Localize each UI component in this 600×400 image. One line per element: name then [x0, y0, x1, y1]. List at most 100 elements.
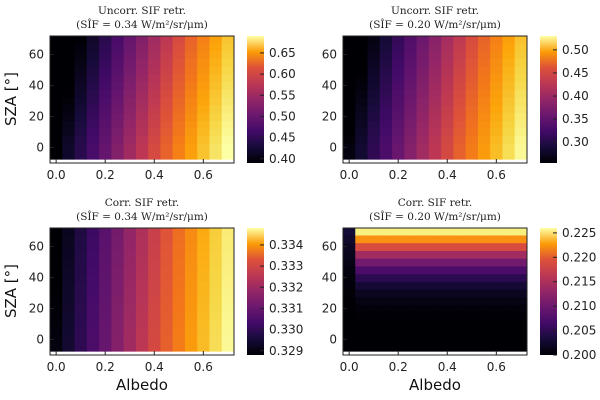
heatmap-cell	[453, 42, 467, 52]
heatmap-cell	[416, 66, 430, 75]
heatmap-cell	[135, 58, 149, 67]
heatmap-cell	[221, 312, 235, 321]
heatmap-cell	[502, 50, 516, 59]
heatmap-cell	[490, 143, 503, 152]
heatmap-cell	[135, 120, 149, 129]
x-tick-label: 0.2	[389, 360, 408, 374]
heatmap-cell	[160, 58, 174, 67]
heatmap-cell	[184, 327, 198, 337]
heatmap-cell	[221, 89, 235, 98]
colorbar	[247, 36, 264, 163]
colorbar-tick-label: 0.40	[269, 152, 296, 166]
heatmap-cell	[343, 289, 356, 298]
heatmap-cell	[355, 112, 369, 121]
heatmap-cell	[62, 151, 76, 160]
heatmap-cell	[50, 36, 63, 44]
heatmap-cell	[490, 135, 503, 145]
heatmap-cell	[416, 312, 430, 321]
heatmap-cell	[477, 120, 491, 129]
heatmap-cell	[428, 81, 442, 90]
heatmap-cell	[184, 296, 198, 306]
heatmap-cell	[123, 258, 137, 267]
heatmap-cell	[428, 242, 442, 251]
heatmap-cell	[99, 143, 112, 152]
heatmap-cell	[392, 36, 405, 44]
heatmap-cell	[502, 234, 516, 244]
heatmap-cell	[123, 281, 137, 290]
heatmap-cell	[392, 50, 405, 59]
heatmap-cell	[343, 120, 356, 129]
y-tick-label: 60	[29, 240, 44, 254]
heatmap-cell	[209, 128, 223, 137]
heatmap-cell	[197, 327, 210, 337]
heatmap-cell	[343, 128, 356, 137]
heatmap-cell	[123, 335, 137, 344]
heatmap-cell	[465, 151, 479, 160]
heatmap-cell	[148, 135, 161, 145]
heatmap-cell	[209, 58, 223, 67]
heatmap-cell	[502, 104, 516, 114]
heatmap-cell	[111, 281, 125, 290]
heatmap-cell	[392, 151, 405, 160]
heatmap-cell	[148, 296, 161, 306]
heatmap-cell	[392, 143, 405, 152]
heatmap-cell	[453, 135, 467, 145]
heatmap-cell	[111, 250, 125, 259]
heatmap-cell	[184, 112, 198, 121]
heatmap-cell	[416, 250, 430, 259]
heatmap-cell	[453, 66, 467, 75]
panel-subtitle: (SÎF = 0.20 W/m²/sr/μm)	[369, 209, 501, 223]
heatmap-cell	[416, 265, 430, 275]
heatmap-cell	[123, 104, 137, 114]
heatmap-cell	[221, 234, 235, 244]
heatmap-cell	[221, 81, 235, 90]
heatmap-cell	[441, 36, 454, 44]
heatmap-cell	[172, 343, 186, 352]
colorbar-tick-label: 0.200	[562, 348, 596, 362]
heatmap-cell	[490, 265, 503, 275]
heatmap-cell	[123, 273, 137, 282]
heatmap-cell	[197, 135, 210, 145]
heatmap-cell	[514, 320, 528, 329]
colorbar-tick-label: 0.220	[562, 250, 596, 264]
heatmap-cell	[428, 273, 442, 282]
heatmap-cell	[209, 143, 223, 152]
heatmap-cell	[441, 97, 454, 106]
heatmap-cell	[343, 143, 356, 152]
heatmap-cell	[160, 258, 174, 267]
heatmap-cell	[111, 73, 125, 83]
heatmap-cell	[416, 273, 430, 282]
heatmap-cell	[428, 265, 442, 275]
heatmap-cell	[123, 143, 137, 152]
heatmap-cell	[184, 258, 198, 267]
heatmap-cell	[441, 320, 454, 329]
heatmap-cell	[453, 320, 467, 329]
heatmap-cell	[367, 58, 381, 67]
heatmap-cell	[490, 296, 503, 306]
heatmap-cell	[404, 327, 418, 337]
heatmap-cell	[477, 250, 491, 259]
heatmap-cell	[514, 289, 528, 298]
heatmap-cell	[86, 343, 100, 352]
heatmap-cell	[416, 343, 430, 352]
heatmap-cell	[74, 327, 88, 337]
heatmap-cell	[86, 143, 100, 152]
colorbar-tick-label: 0.215	[562, 275, 596, 289]
heatmap-cell	[490, 42, 503, 52]
heatmap-cell	[477, 50, 491, 59]
heatmap-cell	[221, 135, 235, 145]
heatmap-cell	[86, 228, 100, 236]
heatmap-cells	[343, 228, 528, 352]
heatmap-cell	[465, 66, 479, 75]
heatmap-cell	[416, 36, 430, 44]
heatmap-cell	[416, 151, 430, 160]
heatmap-cell	[172, 289, 186, 298]
heatmap-cell	[221, 281, 235, 290]
heatmap-cell	[465, 81, 479, 90]
heatmap-cell	[465, 234, 479, 244]
heatmap-cell	[367, 42, 381, 52]
heatmap-cell	[392, 265, 405, 275]
heatmap-cell	[111, 304, 125, 313]
heatmap-cell	[99, 81, 112, 90]
heatmap-cell	[50, 58, 63, 67]
